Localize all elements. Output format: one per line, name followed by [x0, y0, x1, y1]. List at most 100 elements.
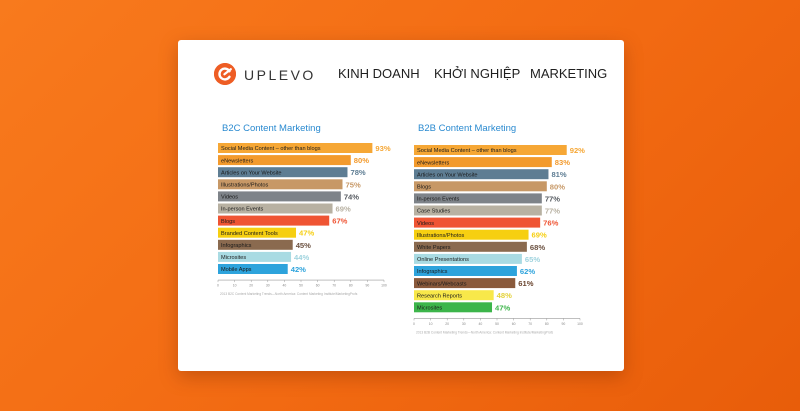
nav-khoi-nghiep[interactable]: KHỞI NGHIỆP [434, 66, 521, 81]
b2c-value-label: 80% [354, 156, 369, 165]
b2b-category-label: Social Media Content – other than blogs [417, 148, 517, 154]
logo-text[interactable]: UPLEVO [244, 67, 316, 83]
b2c-bar [218, 191, 341, 202]
b2c-value-label: 45% [296, 241, 311, 250]
b2b-value-label: 47% [495, 303, 510, 312]
b2b-value-label: 77% [545, 207, 560, 216]
b2b-value-label: 65% [525, 255, 540, 264]
b2c-value-label: 69% [336, 205, 351, 214]
b2c-value-label: 47% [299, 229, 314, 238]
b2b-x-tick-label: 70 [528, 322, 532, 326]
nav-kinh-doanh[interactable]: KINH DOANH [338, 66, 420, 81]
b2b-chart-title: B2B Content Marketing [418, 123, 516, 134]
b2b-category-label: Articles on Your Website [417, 172, 478, 178]
nav-marketing[interactable]: MARKETING [530, 66, 608, 81]
b2b-category-label: Illustrations/Photos [417, 233, 464, 239]
b2c-value-label: 42% [291, 265, 306, 274]
b2b-category-label: Webinars/Webcasts [417, 281, 467, 287]
b2b-value-label: 68% [530, 243, 545, 252]
b2b-category-label: White Papers [417, 245, 451, 251]
b2b-category-label: Infographics [417, 269, 448, 275]
b2b-bar [414, 290, 494, 301]
b2c-value-label: 78% [350, 168, 365, 177]
b2b-bar [414, 193, 542, 204]
b2b-value-label: 77% [545, 194, 560, 203]
b2c-category-label: Infographics [221, 243, 252, 249]
b2b-value-label: 83% [555, 158, 570, 167]
b2b-bar [414, 145, 567, 155]
b2c-bar [218, 143, 373, 153]
b2b-category-label: Blogs [417, 185, 431, 191]
b2b-x-tick-label: 60 [512, 322, 516, 326]
content-card: UPLEVO KINH DOANH KHỞI NGHIỆP MARKETING … [178, 40, 624, 371]
b2b-bar [414, 157, 552, 168]
b2b-x-tick-label: 80 [545, 322, 549, 326]
b2b-x-tick-label: 10 [429, 322, 433, 326]
b2c-bar [218, 203, 333, 214]
b2c-x-tick-label: 60 [316, 284, 320, 288]
b2c-x-tick-label: 40 [283, 284, 287, 288]
b2b-category-label: Online Presentations [417, 257, 469, 263]
b2c-category-label: Videos [221, 195, 238, 201]
b2c-category-label: Branded Content Tools [221, 231, 278, 237]
b2c-category-label: In-person Events [221, 207, 263, 213]
b2c-x-tick-label: 70 [332, 284, 336, 288]
b2c-category-label: eNewsletters [221, 158, 254, 164]
b2c-category-label: Articles on Your Website [221, 170, 282, 176]
b2b-x-tick-label: 20 [445, 322, 449, 326]
b2c-bar [218, 167, 348, 178]
b2c-chart-title: B2C Content Marketing [222, 123, 321, 134]
b2b-bar [414, 181, 547, 192]
b2b-bar [414, 253, 522, 264]
b2c-bar [218, 239, 293, 250]
b2c-bar [218, 227, 297, 238]
b2c-value-label: 74% [344, 192, 359, 201]
b2c-value-label: 44% [294, 253, 309, 262]
b2b-value-label: 61% [518, 279, 533, 288]
b2c-bar [218, 251, 292, 262]
b2b-x-tick-label: 40 [479, 322, 483, 326]
b2b-bar [414, 302, 493, 313]
b2c-x-tick-label: 50 [299, 284, 303, 288]
b2b-category-label: eNewsletters [417, 160, 450, 166]
b2c-footnote: 2013 B2C Content Marketing Trends—North … [220, 292, 358, 296]
b2c-x-tick-label: 10 [233, 284, 237, 288]
b2b-x-tick-label: 50 [495, 322, 499, 326]
b2c-category-label: Blogs [221, 219, 235, 225]
b2b-value-label: 48% [497, 291, 512, 300]
b2b-category-label: Microsites [417, 306, 442, 312]
b2c-category-label: Mobile Apps [221, 267, 252, 273]
b2b-value-label: 69% [532, 231, 547, 240]
b2c-x-tick-label: 90 [366, 284, 370, 288]
b2c-bar [218, 215, 330, 226]
b2b-bar [414, 278, 516, 289]
b2b-x-tick-label: 90 [562, 322, 566, 326]
b2c-x-tick-label: 30 [266, 284, 270, 288]
b2b-bar [414, 169, 549, 180]
b2b-category-label: Case Studies [417, 209, 450, 215]
b2c-x-tick-label: 100 [381, 284, 387, 288]
b2c-category-label: Microsites [221, 255, 246, 261]
b2b-bar [414, 266, 517, 276]
b2b-footnote: 2013 B2B Content Marketing Trends—North … [416, 330, 554, 334]
b2b-category-label: Research Reports [417, 293, 462, 299]
b2b-value-label: 62% [520, 267, 535, 276]
b2b-category-label: Videos [417, 221, 434, 227]
b2c-category-label: Social Media Content – other than blogs [221, 146, 321, 152]
b2c-value-label: 75% [346, 180, 361, 189]
uplevo-logo-icon[interactable] [214, 63, 236, 85]
charts-area: B2C Content Marketing Social Media Conten… [217, 123, 585, 334]
b2b-value-label: 76% [543, 219, 558, 228]
b2b-value-label: 92% [570, 146, 585, 155]
b2c-category-label: Illustrations/Photos [221, 183, 268, 189]
b2c-x-tick-label: 0 [217, 284, 219, 288]
b2b-value-label: 81% [551, 170, 566, 179]
b2b-value-label: 80% [550, 182, 565, 191]
b2c-x-tick-label: 80 [349, 284, 353, 288]
b2c-bar [218, 155, 351, 166]
b2b-bar [414, 205, 542, 216]
b2c-bar [218, 264, 288, 274]
b2c-x-tick-label: 20 [249, 284, 253, 288]
b2b-bar [414, 217, 541, 228]
b2b-category-label: In-person Events [417, 197, 459, 203]
